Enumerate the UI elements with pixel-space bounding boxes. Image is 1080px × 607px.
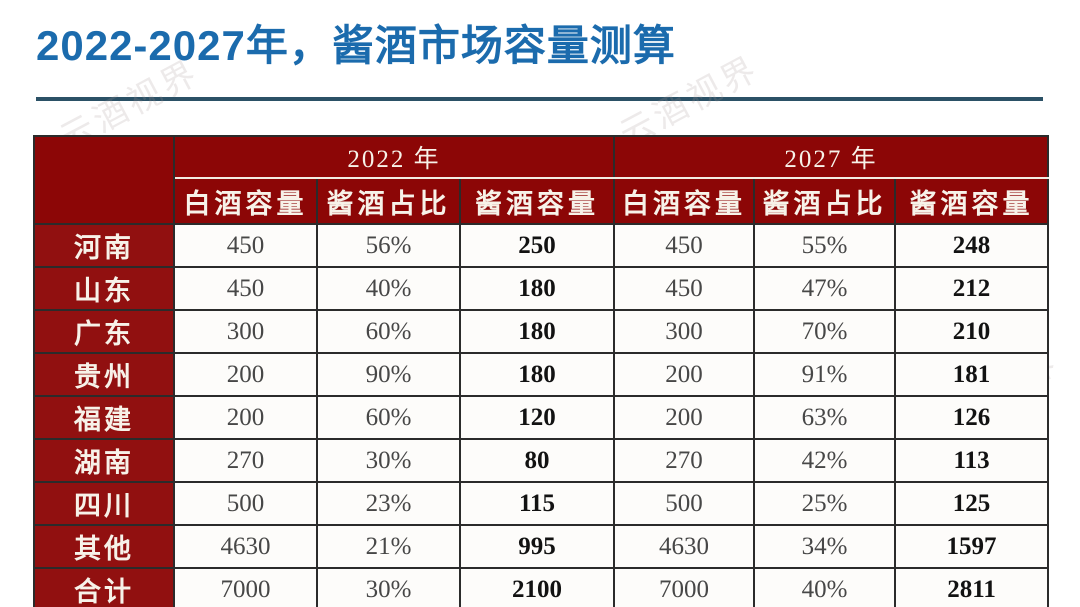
region-cell: 福建 (33, 395, 175, 440)
region-cell: 贵州 (33, 352, 175, 397)
table-body: 河南 450 56% 250 450 55% 248 山东 450 40% 180 450 47% 212… (33, 223, 1050, 607)
value-cell: 90% (316, 352, 461, 397)
col-header-2027-baijiu: 白酒容量 (613, 177, 756, 225)
column-header-row: 白酒容量 酱酒占比 酱酒容量 白酒容量 酱酒占比 酱酒容量 (34, 177, 1050, 225)
value-cell: 500 (173, 481, 318, 526)
col-header-2022-capacity: 酱酒容量 (458, 177, 616, 225)
col-header-2027-share: 酱酒占比 (753, 177, 897, 225)
value-cell: 40% (316, 266, 461, 311)
value-cell: 60% (316, 309, 461, 354)
value-cell: 4630 (613, 524, 756, 569)
value-cell: 210 (894, 309, 1050, 354)
value-cell: 30% (316, 567, 461, 607)
title-divider (36, 97, 1043, 101)
value-cell: 270 (173, 438, 318, 483)
value-cell: 47% (753, 266, 897, 311)
value-cell: 60% (316, 395, 461, 440)
table-row: 贵州 200 90% 180 200 91% 181 (33, 352, 1050, 397)
value-cell: 200 (173, 352, 318, 397)
value-cell: 120 (458, 395, 616, 440)
value-cell: 125 (894, 481, 1050, 526)
value-cell: 91% (753, 352, 897, 397)
value-cell: 1597 (894, 524, 1050, 569)
value-cell: 56% (316, 223, 461, 268)
value-cell: 995 (458, 524, 616, 569)
col-header-2022-share: 酱酒占比 (316, 177, 461, 225)
value-cell: 23% (316, 481, 461, 526)
value-cell: 25% (753, 481, 897, 526)
value-cell: 450 (613, 223, 756, 268)
region-cell: 广东 (33, 309, 175, 354)
value-cell: 80 (458, 438, 616, 483)
year-2027-header: 2027 年 (613, 135, 1050, 179)
value-cell: 450 (173, 223, 318, 268)
value-cell: 450 (613, 266, 756, 311)
value-cell: 126 (894, 395, 1050, 440)
value-cell: 34% (753, 524, 897, 569)
value-cell: 300 (173, 309, 318, 354)
table-row: 其他 4630 21% 995 4630 34% 1597 (33, 524, 1050, 569)
value-cell: 63% (753, 395, 897, 440)
value-cell: 300 (613, 309, 756, 354)
year-header-row: 2022 年 2027 年 (33, 135, 1050, 225)
table-row: 广东 300 60% 180 300 70% 210 (33, 309, 1050, 354)
value-cell: 181 (894, 352, 1050, 397)
value-cell: 180 (458, 352, 616, 397)
table-row: 福建 200 60% 120 200 63% 126 (33, 395, 1050, 440)
value-cell: 500 (613, 481, 756, 526)
col-header-2027-capacity: 酱酒容量 (894, 177, 1050, 225)
col-header-2022-baijiu: 白酒容量 (173, 177, 318, 225)
value-cell: 200 (613, 352, 756, 397)
corner-cell (33, 135, 175, 225)
value-cell: 113 (894, 438, 1050, 483)
value-cell: 200 (173, 395, 318, 440)
value-cell: 180 (458, 266, 616, 311)
page-title: 2022-2027年，酱酒市场容量测算 (36, 22, 676, 69)
region-cell: 四川 (33, 481, 175, 526)
table-row: 山东 450 40% 180 450 47% 212 (33, 266, 1050, 311)
value-cell: 4630 (173, 524, 318, 569)
region-cell: 湖南 (33, 438, 175, 483)
value-cell: 7000 (613, 567, 756, 607)
value-cell: 270 (613, 438, 756, 483)
region-cell: 山东 (33, 266, 175, 311)
value-cell: 2811 (894, 567, 1050, 607)
table-row: 湖南 270 30% 80 270 42% 113 (33, 438, 1050, 483)
capacity-table: 2022 年 2027 年 白酒容量 酱酒占比 酱酒容量 白酒容量 酱酒占比 酱… (33, 135, 1050, 607)
year-2022-header: 2022 年 (172, 135, 616, 179)
value-cell: 21% (316, 524, 461, 569)
value-cell: 248 (894, 223, 1050, 268)
table-row: 河南 450 56% 250 450 55% 248 (33, 223, 1050, 268)
value-cell: 70% (753, 309, 897, 354)
region-cell: 河南 (33, 223, 175, 268)
region-cell: 合计 (33, 567, 175, 607)
region-cell: 其他 (33, 524, 175, 569)
value-cell: 7000 (173, 567, 318, 607)
value-cell: 2100 (458, 567, 616, 607)
value-cell: 115 (458, 481, 616, 526)
value-cell: 450 (173, 266, 318, 311)
value-cell: 200 (613, 395, 756, 440)
value-cell: 212 (894, 266, 1050, 311)
table-row: 合计 7000 30% 2100 7000 40% 2811 (33, 567, 1050, 607)
value-cell: 42% (753, 438, 897, 483)
value-cell: 30% (316, 438, 461, 483)
value-cell: 55% (753, 223, 897, 268)
value-cell: 180 (458, 309, 616, 354)
value-cell: 250 (458, 223, 616, 268)
value-cell: 40% (753, 567, 897, 607)
table-row: 四川 500 23% 115 500 25% 125 (33, 481, 1050, 526)
